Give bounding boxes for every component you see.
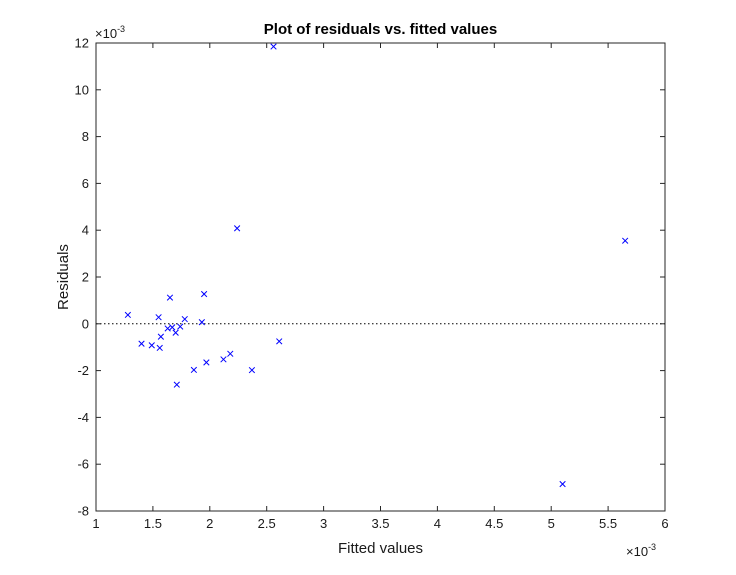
- data-point: [203, 359, 210, 366]
- x-tick-label: 2: [206, 516, 213, 531]
- data-point: [198, 319, 205, 326]
- y-tick-label: 4: [82, 223, 89, 238]
- x-axis-label: Fitted values: [338, 540, 423, 557]
- data-point: [276, 338, 283, 345]
- y-axis-multiplier: ×10-3: [95, 24, 125, 41]
- x-tick-label: 1: [92, 516, 99, 531]
- data-point: [177, 323, 184, 330]
- x-tick-label: 5: [548, 516, 555, 531]
- data-point: [172, 329, 179, 336]
- data-point: [190, 366, 198, 374]
- data-point: [559, 480, 566, 488]
- data-point: [157, 333, 165, 340]
- data-point: [169, 324, 176, 331]
- x-multiplier-exponent: -3: [648, 542, 656, 552]
- y-multiplier-base: ×10: [95, 26, 117, 41]
- x-tick-label: 3: [320, 516, 327, 531]
- data-point: [138, 340, 145, 347]
- data-point: [220, 356, 227, 363]
- data-point: [622, 237, 629, 244]
- data-point: [155, 314, 162, 321]
- chart-title: Plot of residuals vs. fitted values: [264, 21, 497, 38]
- y-tick-label: 0: [82, 316, 89, 331]
- y-axis-label: Residuals: [55, 244, 72, 310]
- x-tick-label: 4: [434, 516, 441, 531]
- x-axis-multiplier: ×10-3: [626, 542, 656, 559]
- x-tick-label: 3.5: [371, 516, 389, 531]
- y-tick-label: 8: [82, 129, 89, 144]
- data-point: [200, 290, 208, 298]
- x-tick-label: 5.5: [599, 516, 617, 531]
- x-tick-label: 1.5: [144, 516, 162, 531]
- y-tick-label: -2: [77, 363, 89, 378]
- data-point: [233, 225, 241, 232]
- y-tick-label: -6: [77, 457, 89, 472]
- data-point: [164, 325, 171, 332]
- y-tick-label: -8: [77, 504, 89, 519]
- y-tick-label: 10: [75, 82, 89, 97]
- y-tick-label: 2: [82, 270, 89, 285]
- x-tick-label: 4.5: [485, 516, 503, 531]
- x-tick-label: 2.5: [258, 516, 276, 531]
- data-point: [181, 315, 188, 323]
- data-point: [124, 311, 132, 319]
- data-point: [156, 344, 163, 352]
- data-point: [248, 366, 256, 374]
- data-point: [173, 381, 180, 388]
- x-tick-label: 6: [661, 516, 668, 531]
- data-point: [227, 350, 234, 357]
- data-point: [148, 342, 155, 349]
- data-point: [270, 43, 277, 50]
- y-tick-label: 12: [75, 36, 89, 51]
- y-tick-label: 6: [82, 176, 89, 191]
- x-multiplier-base: ×10: [626, 544, 648, 559]
- data-point: [166, 294, 174, 301]
- y-multiplier-exponent: -3: [117, 24, 125, 34]
- plot-area: [95, 42, 666, 512]
- y-tick-label: -4: [77, 410, 89, 425]
